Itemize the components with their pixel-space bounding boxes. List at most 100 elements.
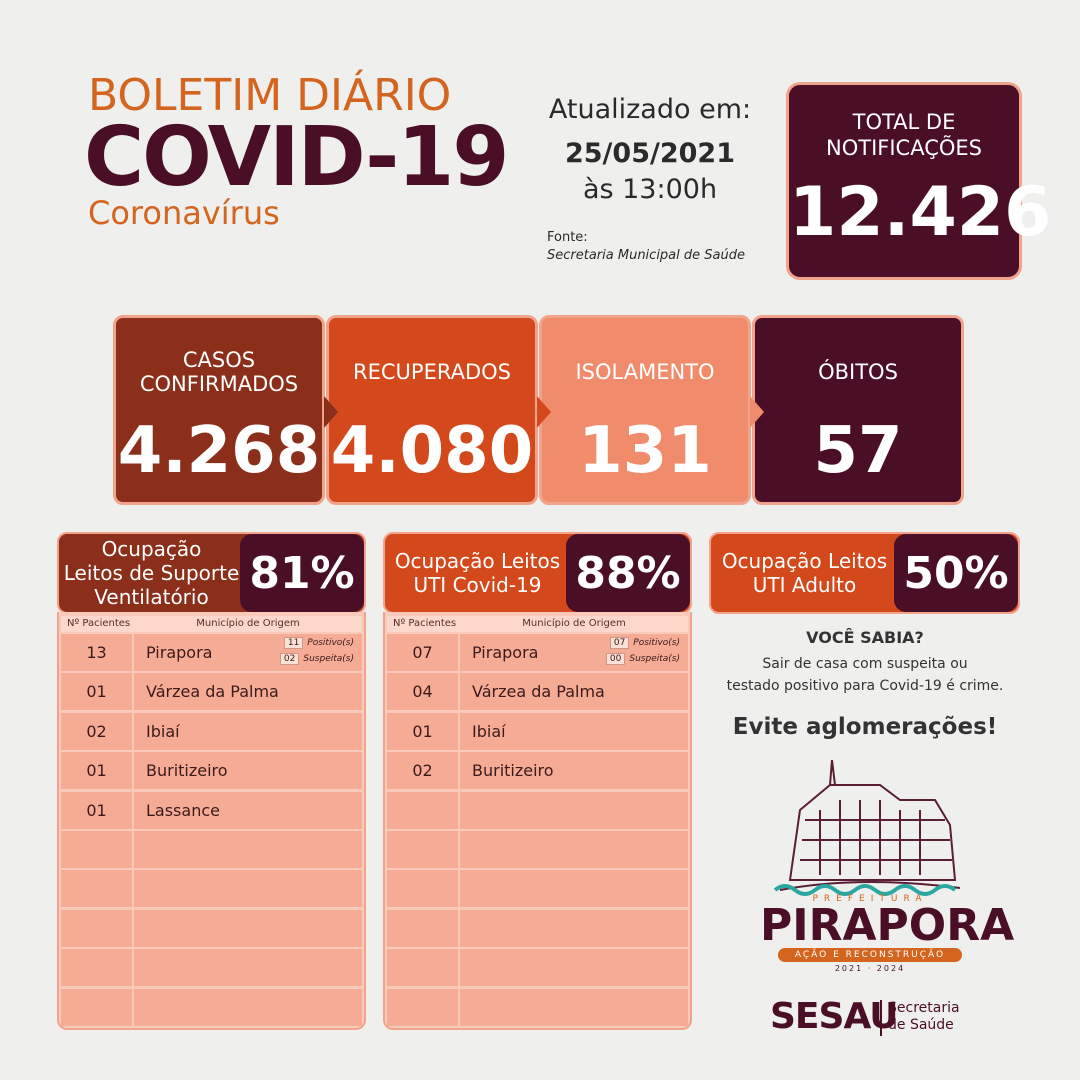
occupancy-label: Ocupação Leitos de Suporte Ventilatório xyxy=(63,537,240,609)
table-row xyxy=(387,909,688,947)
cell-divider xyxy=(458,831,460,868)
stat-card: RECUPERADOS 4.080 xyxy=(326,315,551,505)
table-row: 01 Lassance xyxy=(61,791,362,829)
cell-divider xyxy=(132,909,134,947)
stat-label: ISOLAMENTO xyxy=(575,360,715,384)
divider xyxy=(880,1000,882,1036)
stat-value: 4.080 xyxy=(330,414,534,488)
cell-divider xyxy=(132,791,134,829)
subtitle: Coronavírus xyxy=(88,194,280,232)
detail: 00 Suspeita(s) xyxy=(605,653,680,665)
cell-divider xyxy=(458,909,460,947)
cell-divider xyxy=(458,712,460,750)
logo-years: 2021 · 2024 xyxy=(834,964,906,973)
cell-divider xyxy=(458,949,460,987)
table-row xyxy=(61,831,362,868)
cell-divider xyxy=(458,752,460,790)
cell-divider xyxy=(132,712,134,750)
detail: 11 Positivo(s) xyxy=(283,637,354,649)
title: BOLETIM DIÁRIO xyxy=(88,70,452,121)
table-row xyxy=(387,831,688,868)
detail-label: Suspeita(s) xyxy=(629,654,680,664)
total-label: TOTAL DE NOTIFICAÇÕES xyxy=(826,110,982,160)
detail-label: Positivo(s) xyxy=(307,638,354,648)
occupancy-label: Ocupação Leitos UTI Adulto xyxy=(721,549,888,597)
logo-prefeitura: PREFEITURA xyxy=(812,894,928,904)
table-row xyxy=(61,909,362,947)
table-row xyxy=(387,988,688,1026)
table-row xyxy=(61,988,362,1026)
cell-divider xyxy=(458,988,460,1026)
sesau-name: SESAU xyxy=(770,996,898,1037)
stat-label: RECUPERADOS xyxy=(353,360,511,384)
table-row xyxy=(61,870,362,908)
detail-label: Positivo(s) xyxy=(633,638,680,648)
table-row: 04 Várzea da Palma xyxy=(387,673,688,711)
stat-card: ISOLAMENTO 131 xyxy=(539,315,764,505)
arrow xyxy=(750,396,764,428)
table: Nº Pacientes Município de Origem 07 Pirapor… xyxy=(383,612,692,1030)
arrow xyxy=(537,396,551,428)
cell: 04 xyxy=(412,682,433,702)
cell-divider xyxy=(458,634,460,671)
total-value: 12.426 xyxy=(789,173,1052,252)
slogan: Evite aglomerações! xyxy=(732,714,998,740)
table-header: Nº Pacientes Município de Origem xyxy=(61,616,362,632)
cell: 01 xyxy=(412,721,433,741)
cell-divider xyxy=(132,634,134,671)
cell: 02 xyxy=(412,761,433,781)
table-row: 01 Buritizeiro xyxy=(61,752,362,790)
table-header: Nº Pacientes Município de Origem xyxy=(387,616,688,632)
stat-label: ÓBITOS xyxy=(818,360,898,384)
detail-count: 02 xyxy=(279,653,300,665)
update-time: às 13:00h xyxy=(582,174,718,205)
cell-divider xyxy=(132,949,134,987)
occupancy-value: 88% xyxy=(566,534,690,612)
cell: 13 xyxy=(86,643,107,662)
stat-value: 57 xyxy=(813,414,903,488)
table-row: 02 Buritizeiro xyxy=(387,752,688,790)
cell-divider xyxy=(132,988,134,1026)
arrow xyxy=(324,396,338,428)
cell: Ibiaí xyxy=(472,721,506,741)
source: Secretaria Municipal de Saúde xyxy=(547,248,745,263)
table-row xyxy=(61,949,362,987)
cell: 07 xyxy=(412,643,433,662)
table-row xyxy=(387,791,688,829)
cell-divider xyxy=(132,752,134,790)
cell-divider xyxy=(458,673,460,711)
cell-divider xyxy=(132,831,134,868)
logo-name: PIRAPORA xyxy=(760,900,1015,951)
occupancy-label: Ocupação Leitos UTI Covid-19 xyxy=(394,549,561,597)
cell-divider xyxy=(458,870,460,908)
occupancy-card: Ocupação Leitos UTI Covid-19 88% xyxy=(383,532,692,614)
col-header: Nº Pacientes xyxy=(393,618,457,629)
col-header: Município de Origem xyxy=(522,618,626,629)
notice-title: VOCÊ SABIA? xyxy=(806,628,924,647)
update-date: 25/05/2021 xyxy=(564,138,735,169)
stat-label: CASOS CONFIRMADOS xyxy=(139,348,299,396)
col-header: Nº Pacientes xyxy=(67,618,131,629)
total-box: TOTAL DE NOTIFICAÇÕES 12.426 xyxy=(786,82,1052,280)
stat-value: 4.268 xyxy=(117,414,321,488)
occupancy-card: Ocupação Leitos UTI Adulto 50% xyxy=(709,532,1020,614)
cell: Buritizeiro xyxy=(472,761,554,781)
notice-text: Sair de casa com suspeita ou testado pos… xyxy=(726,656,1004,694)
cell: 01 xyxy=(86,800,107,820)
cell: Lassance xyxy=(146,800,220,820)
detail-count: 11 xyxy=(283,637,304,649)
table-row xyxy=(387,949,688,987)
detail-label: Suspeita(s) xyxy=(303,654,354,664)
logo-motto: AÇÃO E RECONSTRUÇÃO xyxy=(778,948,962,962)
cell: Ibiaí xyxy=(146,721,180,741)
table-row xyxy=(387,870,688,908)
cell: Várzea da Palma xyxy=(472,682,605,702)
cell: Pirapora xyxy=(146,643,213,662)
detail-count: 07 xyxy=(609,637,630,649)
cell: Buritizeiro xyxy=(146,761,228,781)
occupancy-card: Ocupação Leitos de Suporte Ventilatório 8… xyxy=(57,532,366,614)
table-row: 02 Ibiaí xyxy=(61,712,362,750)
table-row: 01 Ibiaí xyxy=(387,712,688,750)
detail-count: 00 xyxy=(605,653,626,665)
